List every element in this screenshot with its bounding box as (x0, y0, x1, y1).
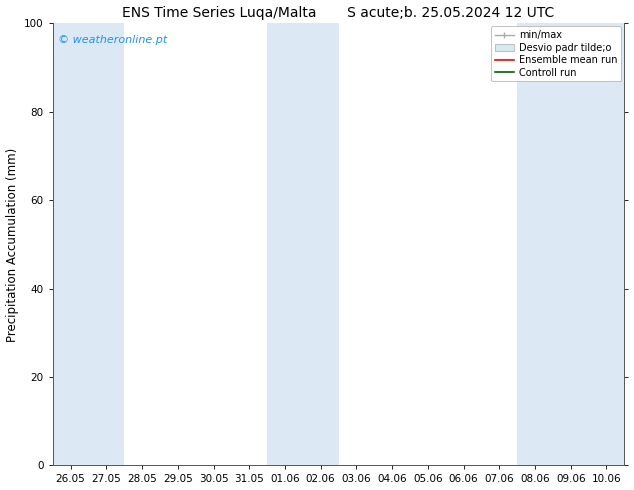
Legend: min/max, Desvio padr tilde;o, Ensemble mean run, Controll run: min/max, Desvio padr tilde;o, Ensemble m… (491, 26, 621, 81)
Bar (53, 24, 124, 465)
Title: ENS Time Series Luqa/Malta       S acute;b. 25.05.2024 12 UTC: ENS Time Series Luqa/Malta S acute;b. 25… (122, 5, 555, 20)
Text: © weatheronline.pt: © weatheronline.pt (58, 35, 168, 45)
Bar (517, 24, 624, 465)
Bar (267, 24, 339, 465)
Y-axis label: Precipitation Accumulation (mm): Precipitation Accumulation (mm) (6, 147, 18, 342)
